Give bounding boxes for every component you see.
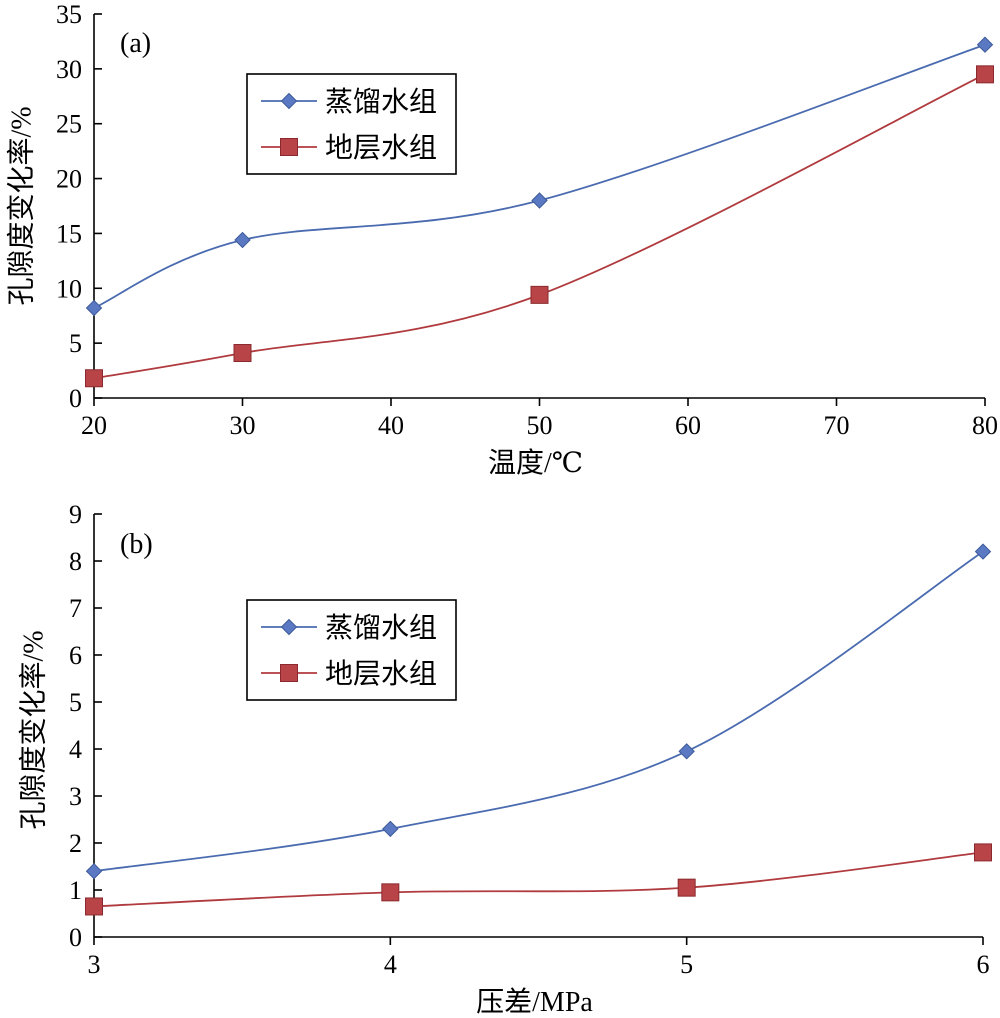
x-axis-title: 温度/℃: [488, 447, 583, 479]
y-axis-title: 孔隙度变化率/%: [18, 630, 50, 829]
data-point: [678, 743, 695, 760]
panel-label: (b): [120, 529, 153, 560]
x-tick-label: 40: [378, 411, 404, 440]
data-point: [85, 369, 103, 388]
data-point: [976, 65, 994, 84]
x-tick-label: 60: [675, 411, 701, 440]
x-tick-label: 80: [972, 411, 998, 440]
data-point: [85, 862, 103, 880]
series-line: [93, 851, 984, 908]
data-point: [85, 897, 103, 916]
data-point: [974, 843, 992, 862]
legend-label: 蒸馏水组: [325, 86, 437, 118]
data-point: [531, 192, 548, 209]
y-tick-label: 3: [69, 782, 82, 811]
x-tick-label: 30: [230, 411, 256, 440]
y-tick-label: 5: [69, 329, 82, 358]
data-point: [677, 878, 696, 897]
x-tick-label: 4: [384, 950, 397, 979]
y-tick-label: 7: [69, 594, 82, 623]
legend-marker-square: [280, 664, 298, 682]
y-tick-label: 6: [69, 641, 82, 670]
y-tick-label: 30: [56, 55, 82, 84]
series-line: [93, 43, 986, 309]
y-tick-label: 25: [56, 110, 82, 139]
chart-panel-a: 0 5 10 15 20 25 30 35 20 30 40 50 60 70 80 温度/℃ 孔隙度变化率/%…: [6, 0, 999, 479]
data-point: [85, 299, 103, 317]
x-tick-label: 50: [527, 411, 553, 440]
x-tick-label: 3: [88, 950, 101, 979]
data-point: [974, 543, 992, 560]
data-point: [233, 344, 252, 363]
legend-marker-diamond: [280, 92, 298, 110]
data-point: [382, 820, 399, 838]
series-distilled-water: [85, 36, 994, 317]
y-tick-label: 15: [56, 219, 82, 248]
x-tick-label: 70: [824, 411, 850, 440]
x-tick-label: 20: [81, 411, 107, 440]
y-tick-label: 9: [69, 500, 82, 529]
series-formation-water: [85, 65, 994, 388]
y-tick-label: 35: [56, 0, 82, 29]
legend-label: 蒸馏水组: [325, 612, 437, 644]
data-point: [530, 285, 549, 304]
legend-label: 地层水组: [325, 132, 437, 164]
series-line: [93, 73, 986, 380]
series-line: [93, 550, 984, 873]
series-formation-water: [85, 843, 992, 916]
y-tick-label: 8: [69, 547, 82, 576]
y-tick-label: 2: [69, 829, 82, 858]
legend-box: [246, 599, 457, 701]
legend-marker-diamond: [280, 618, 298, 636]
data-point: [234, 231, 251, 249]
data-point: [976, 36, 994, 53]
y-tick-label: 4: [69, 735, 82, 764]
y-tick-label: 1: [69, 876, 82, 905]
y-axis-title: 孔隙度变化率/%: [6, 106, 38, 305]
x-axis-title: 压差/MPa: [476, 986, 593, 1018]
y-tick-label: 10: [56, 274, 82, 303]
legend-label: 地层水组: [325, 658, 437, 690]
y-tick-label: 0: [69, 384, 82, 413]
legend-marker-square: [280, 138, 298, 156]
legend-box: [246, 73, 457, 175]
panel-label: (a): [120, 28, 151, 59]
x-tick-label: 6: [977, 950, 990, 979]
x-tick-label: 5: [680, 950, 693, 979]
y-tick-label: 5: [69, 688, 82, 717]
series-distilled-water: [85, 543, 992, 880]
y-tick-label: 0: [69, 923, 82, 952]
y-tick-label: 20: [56, 165, 82, 194]
data-point: [381, 883, 400, 902]
